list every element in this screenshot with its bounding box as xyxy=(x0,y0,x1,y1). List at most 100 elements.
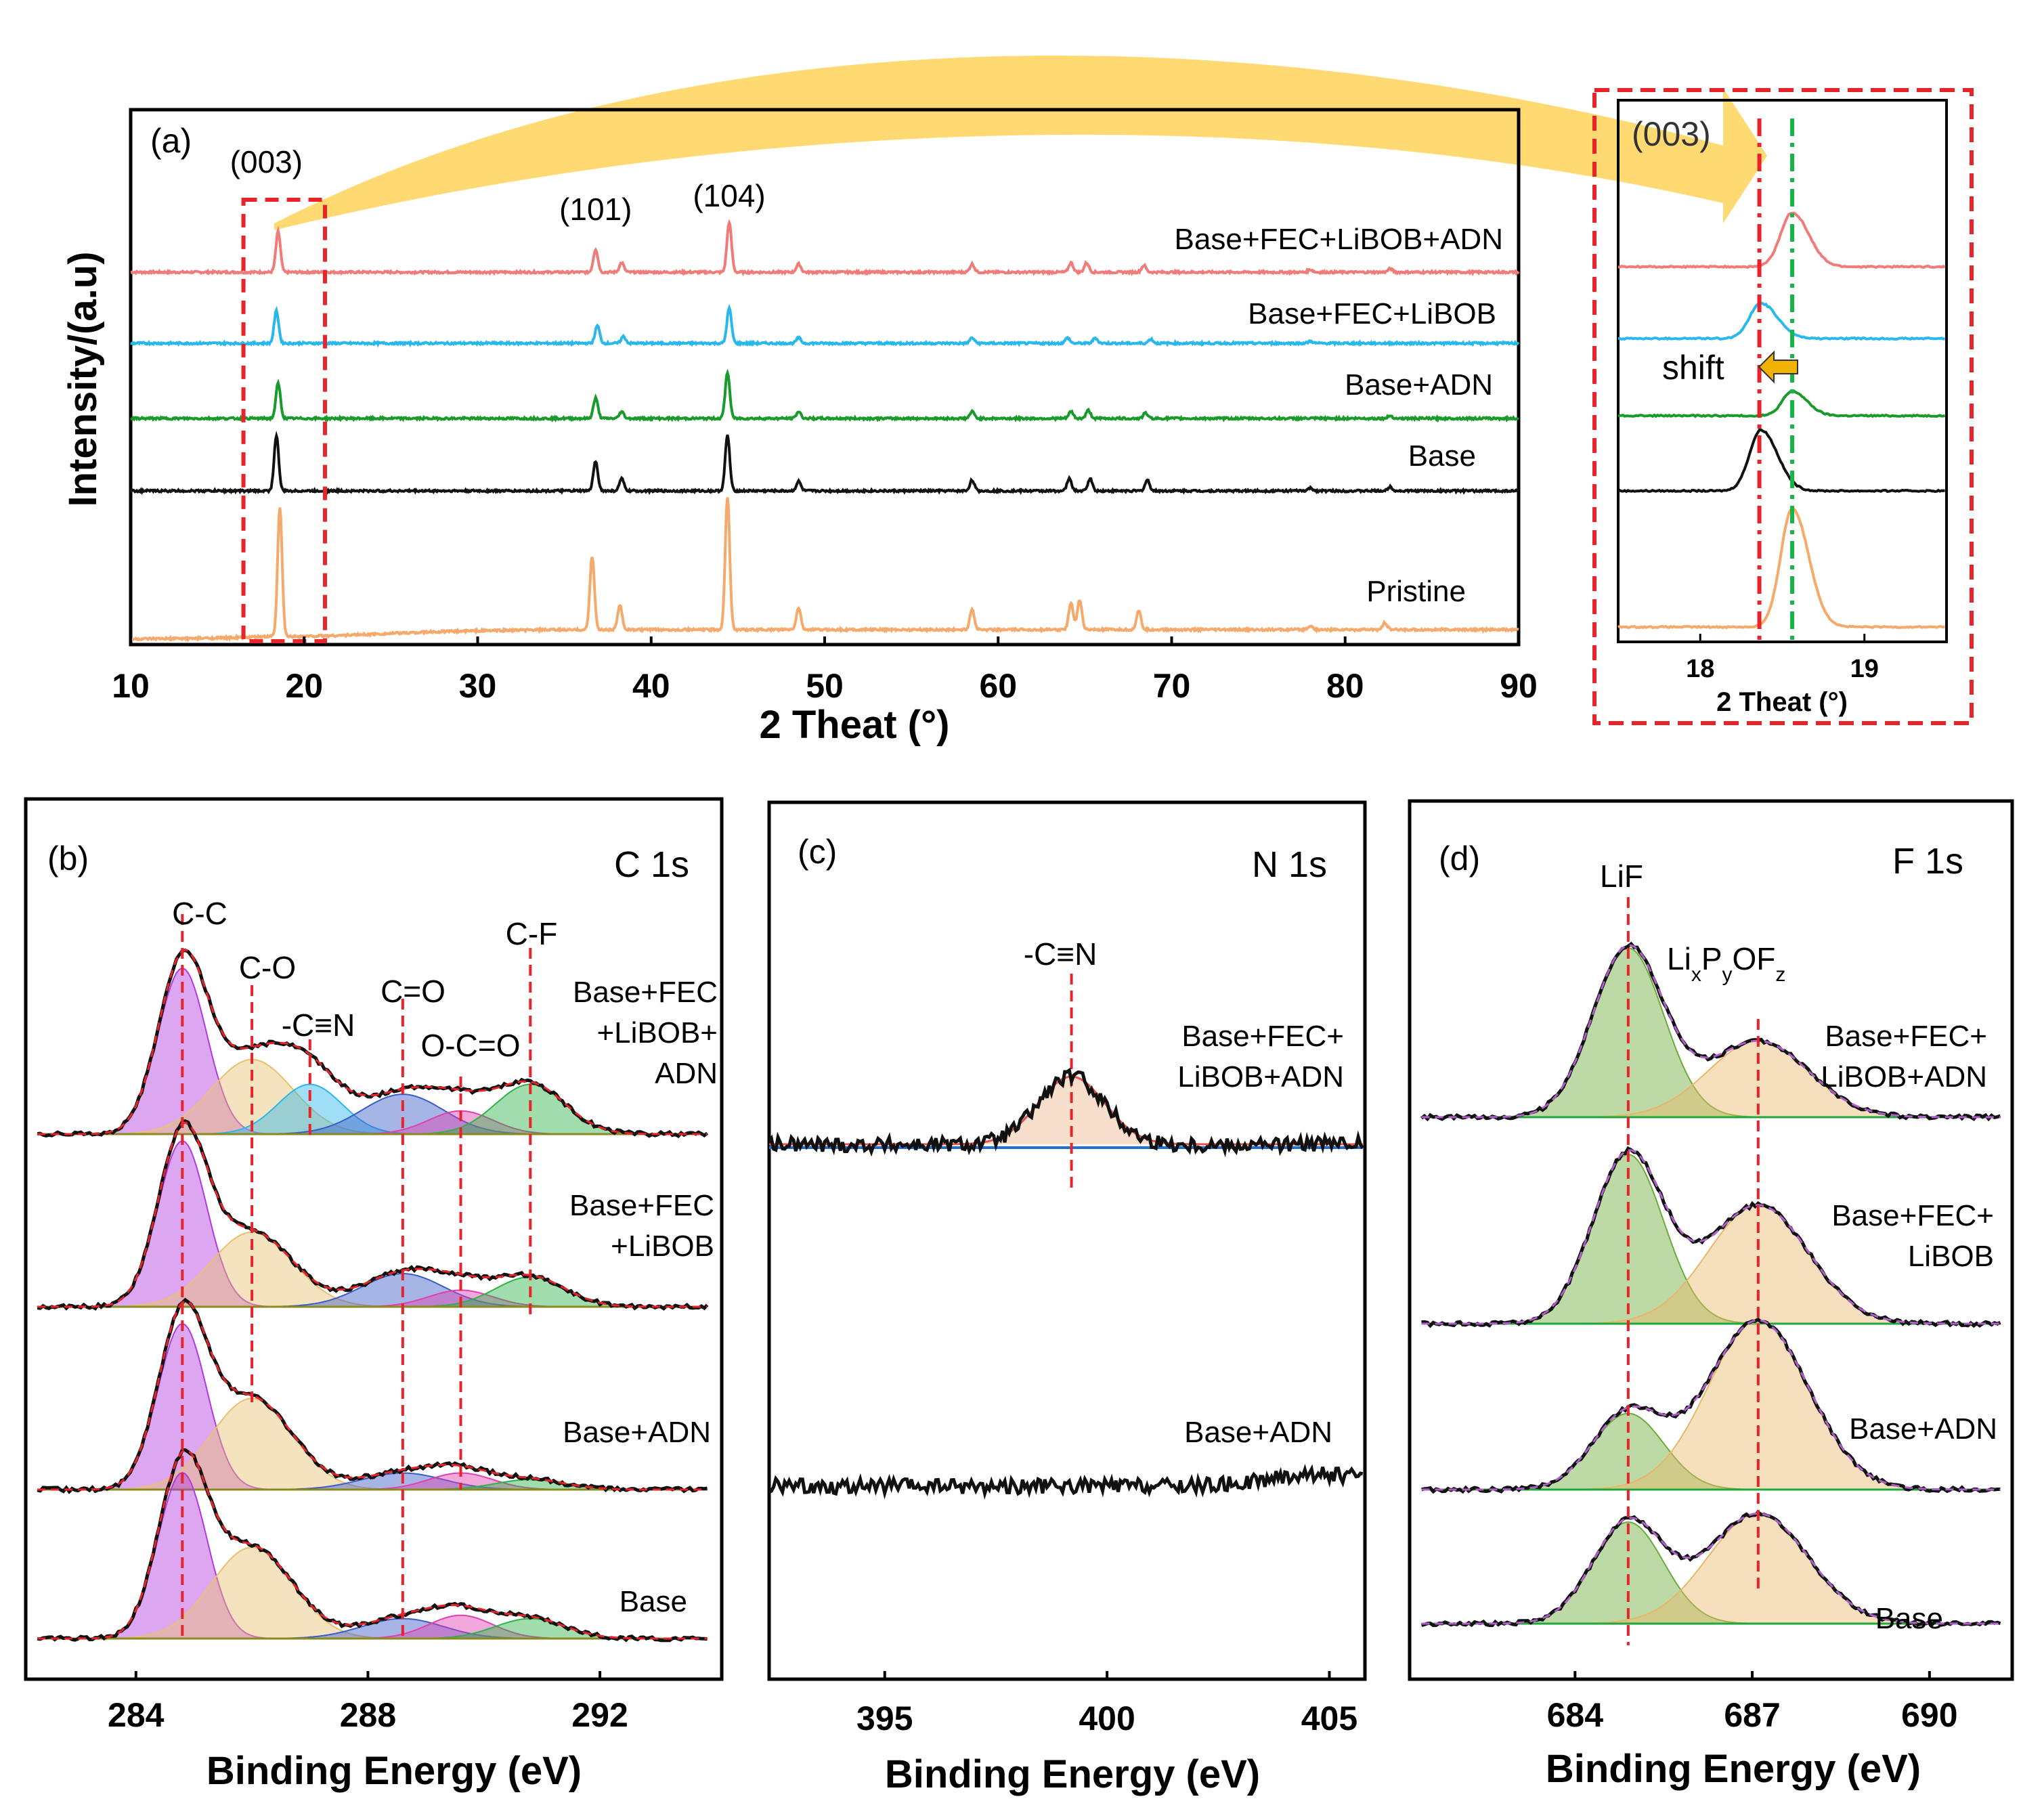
x-tick-label: 405 xyxy=(1301,1699,1357,1737)
panel-c-x-ticks: 395 400 405 xyxy=(856,1671,1357,1737)
panel-a-x-ticks: 10 20 30 40 50 60 70 80 90 xyxy=(112,636,1538,705)
panel-d-letter: (d) xyxy=(1439,840,1480,878)
x-tick-label: 687 xyxy=(1724,1696,1780,1734)
x-tick-label: 18 xyxy=(1686,655,1714,683)
series-label: LiBOB+ADN xyxy=(1177,1060,1344,1093)
peak-hkl-label: (101) xyxy=(559,192,632,227)
xrd-series-line xyxy=(130,368,1519,423)
inset-series-line xyxy=(1617,506,1945,630)
series-label: Base+FEC+LiBOB xyxy=(1248,297,1496,330)
x-tick-label: 400 xyxy=(1079,1699,1135,1737)
x-tick-label: 50 xyxy=(806,667,844,705)
inset-reference-lines xyxy=(1757,118,1795,642)
series-label: +LiBOB xyxy=(611,1230,714,1263)
inset-series-line xyxy=(1617,428,1945,494)
panel-b-spectra xyxy=(37,948,709,1643)
series-label: Base+FEC+ xyxy=(1831,1199,1994,1232)
measured-spectrum-line xyxy=(1421,1146,2001,1328)
inset-dashed-border xyxy=(1592,88,1974,725)
x-tick-label: 70 xyxy=(1153,667,1191,705)
panel-a-curves xyxy=(129,219,1520,643)
x-tick-label: 288 xyxy=(340,1696,396,1734)
x-tick-label: 90 xyxy=(1500,667,1538,705)
fit-component-area xyxy=(1421,1319,2001,1490)
panel-b-guide-lines xyxy=(181,914,532,1639)
fit-envelope-line xyxy=(37,949,708,1135)
panel-a-letter: (a) xyxy=(150,122,192,160)
xrd-series-line xyxy=(129,497,1519,643)
series-label: ADN xyxy=(655,1057,718,1090)
panel-d-series-labels: Base+FEC+ LiBOB+ADN Base+FEC+ LiBOB Base+ADN… xyxy=(1821,1020,1997,1635)
xrd-series-line xyxy=(129,303,1520,348)
series-label: Base xyxy=(620,1585,687,1618)
peak-hkl-label: (104) xyxy=(693,178,765,213)
panel-d-f1s: 684 687 690 (d) F 1s LiF LixPyOFz Base+FEC… xyxy=(1408,799,2014,1791)
x-tick-label: 19 xyxy=(1850,655,1879,683)
panel-c-frame xyxy=(767,800,1367,1681)
panel-a-y-axis-title: Intensity/(a.u) xyxy=(61,251,105,506)
series-label: Base+FEC xyxy=(569,1189,714,1222)
series-label: Pristine xyxy=(1366,575,1466,608)
x-tick-label: 284 xyxy=(108,1696,165,1734)
panel-a-inset: 18 19 (003) shift 2 Theat (°) xyxy=(1592,88,1974,725)
measured-spectrum-line xyxy=(768,1067,1364,1158)
fit-envelope-line xyxy=(1421,1512,2001,1625)
x-tick-label: 80 xyxy=(1326,667,1364,705)
fit-envelope-line xyxy=(37,1449,708,1640)
panel-d-component-lixpyofz: LixPyOFz xyxy=(1667,941,1785,986)
x-tick-label: 395 xyxy=(856,1699,913,1737)
panel-d-x-ticks: 684 687 690 xyxy=(1547,1671,1958,1734)
series-label: Base+ADN xyxy=(1345,368,1493,402)
x-tick-label: 20 xyxy=(285,667,323,705)
inset-title: (003) xyxy=(1632,115,1711,153)
panel-d-spectra xyxy=(1420,941,2001,1628)
panel-c-n1s: 395 400 405 (c) N 1s -C≡N Base+FEC+ LiBOB+A… xyxy=(767,800,1367,1796)
a-highlight-box xyxy=(241,198,327,643)
zoom-arrow xyxy=(274,56,1767,230)
x-tick-label: 10 xyxy=(112,667,150,705)
x-tick-label: 684 xyxy=(1547,1696,1604,1734)
fit-envelope-line xyxy=(37,1121,708,1308)
series-label: Base xyxy=(1875,1602,1943,1635)
series-label: Base xyxy=(1408,439,1476,473)
series-label: Base+FEC+ xyxy=(1181,1020,1344,1053)
panel-b-x-ticks: 284 288 292 xyxy=(108,1671,628,1734)
panel-b-core-level: C 1s xyxy=(614,844,689,885)
x-tick-label: 40 xyxy=(632,667,670,705)
peak-hkl-label: (003) xyxy=(230,144,303,179)
series-label: Base+ADN xyxy=(1849,1412,1997,1446)
panel-c-core-level: N 1s xyxy=(1252,844,1327,885)
series-label: Base+FEC+ xyxy=(1825,1020,1987,1053)
xrd-series-line xyxy=(130,219,1520,277)
panel-c-component-label: -C≡N xyxy=(1024,936,1098,972)
panel-a-frame xyxy=(129,108,1521,647)
fit-envelope-line xyxy=(1421,1149,2001,1325)
fit-component-area xyxy=(769,1077,1363,1144)
component-label: C-C xyxy=(172,896,227,931)
panel-c-spectra xyxy=(768,974,1364,1500)
inset-x-ticks: 18 19 xyxy=(1686,634,1879,683)
series-label: Base+ADN xyxy=(1184,1416,1332,1449)
series-label: +LiBOB+ xyxy=(596,1016,718,1049)
panel-b-frame xyxy=(24,797,724,1681)
panel-d-guide-lines xyxy=(1626,897,1760,1645)
series-label: Base+FEC+LiBOB+ADN xyxy=(1175,223,1503,256)
inset-series-line xyxy=(1617,211,1946,269)
fit-component-area xyxy=(37,1471,708,1639)
x-tick-label: 690 xyxy=(1901,1696,1957,1734)
component-label: C=O xyxy=(381,974,446,1009)
fit-envelope-line xyxy=(1421,944,2001,1119)
panel-d-core-level: F 1s xyxy=(1892,841,1963,882)
component-label: C-F xyxy=(506,916,558,951)
series-label: Base+FEC xyxy=(573,976,718,1009)
series-label: Base+ADN xyxy=(563,1416,711,1449)
x-tick-label: 30 xyxy=(459,667,497,705)
panel-a-series-labels: Base+FEC+LiBOB+ADN Base+FEC+LiBOB Base+ADN… xyxy=(1175,223,1503,608)
panel-b-x-axis-title: Binding Energy (eV) xyxy=(207,1749,582,1793)
panel-d-component-lif: LiF xyxy=(1600,859,1643,894)
panel-a-peak-labels: (003) (101) (104) xyxy=(230,144,766,227)
inset-shift-label: shift xyxy=(1662,349,1724,387)
panel-c-series-labels: Base+FEC+ LiBOB+ADN Base+ADN xyxy=(1177,1020,1344,1449)
fit-component-area xyxy=(37,1322,708,1490)
panel-d-x-axis-title: Binding Energy (eV) xyxy=(1546,1747,1921,1791)
